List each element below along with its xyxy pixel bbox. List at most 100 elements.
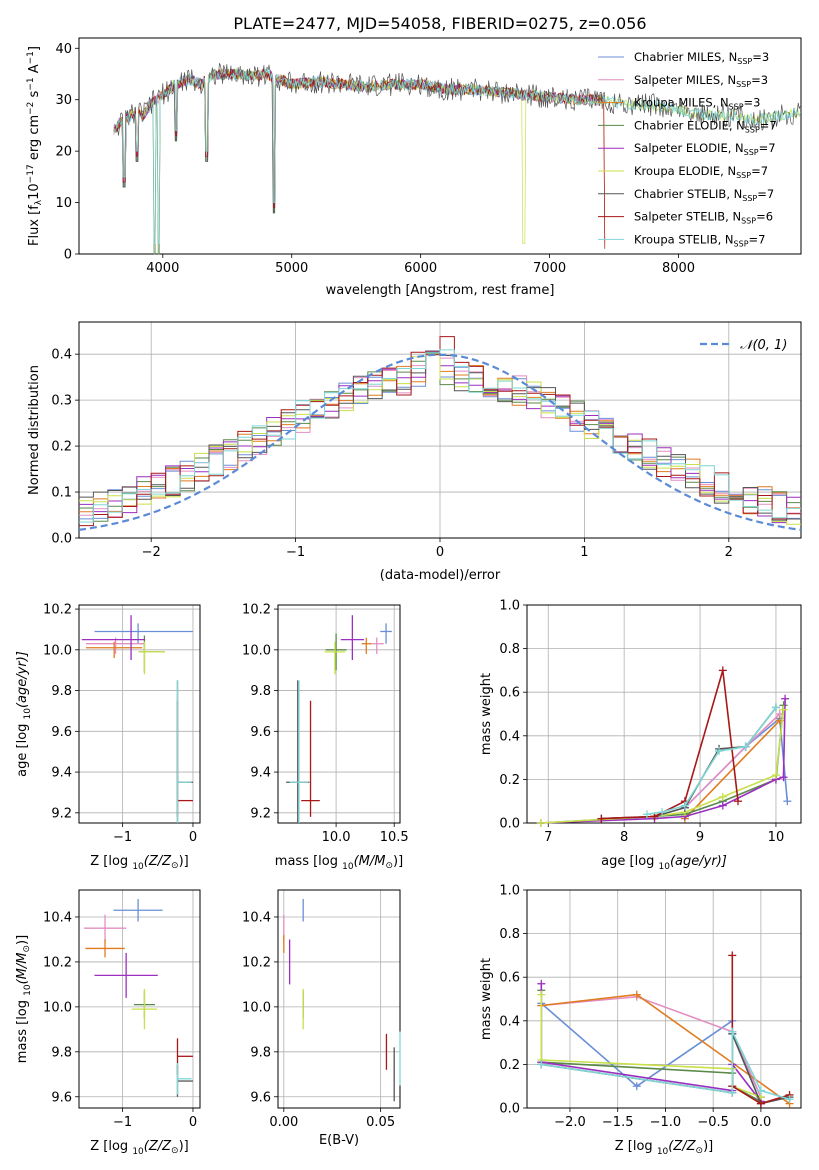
mass_vs_z-panel: −1 0 9.6 9.8 10.0 10.2 10.4 Z [log 10(Z/Z⊙)] mas…	[15, 889, 201, 1157]
y-tick-label: 30	[55, 93, 72, 108]
y-tick-label: 0.6	[499, 971, 520, 986]
y-axis-label: Flux [fλ10−17 erg cm−2 s−1 A−1]	[26, 46, 44, 246]
y-tick-label: 10.0	[242, 1000, 271, 1015]
x-tick-label: 7	[544, 830, 552, 845]
axes-frame	[277, 889, 401, 1109]
age_vs_mass-panel: 10.0 10.5 9.2 9.4 9.6 9.8 10.0 10.2 mass [log 10…	[242, 603, 409, 872]
x-tick-label: 4000	[146, 261, 179, 276]
x-axis-label: mass [log 10(M/M⊙)]	[275, 854, 403, 872]
x-tick-label: 10	[768, 830, 785, 845]
x-tick-label: −2	[142, 545, 161, 560]
y-tick-label: 9.8	[250, 1045, 271, 1060]
legend-entry: Kroupa STELIB, NSSP=7	[634, 232, 765, 248]
histogram-8	[79, 349, 801, 523]
x-tick-label: 8	[620, 830, 628, 845]
legend-entry: Chabrier ELODIE, NSSP=7	[634, 118, 777, 134]
x-tick-label: 1	[580, 545, 588, 560]
figure-title: PLATE=2477, MJD=54058, FIBERID=0275, z=0…	[233, 14, 646, 33]
x-tick-label: −1	[113, 830, 132, 845]
x-tick-label: 6000	[404, 261, 437, 276]
y-tick-label: 9.6	[250, 725, 271, 740]
y-tick-label: 9.6	[51, 725, 72, 740]
y-tick-label: 10.0	[43, 1000, 72, 1015]
x-tick-label: 0.00	[269, 1115, 298, 1130]
legend-entry: Chabrier STELIB, NSSP=7	[634, 187, 774, 203]
weight-line-3	[540, 990, 762, 1103]
y-tick-label: 9.8	[51, 1045, 72, 1060]
y-tick-label: 0.2	[499, 1058, 520, 1073]
x-tick-label: −1.5	[602, 1115, 634, 1130]
y-tick-label: 10	[55, 196, 72, 211]
weight-line-2	[684, 719, 781, 820]
weight-line-1	[541, 995, 762, 1098]
x-tick-label: 0	[436, 545, 444, 560]
y-axis-label: mass [log 10(M/M⊙)]	[15, 935, 33, 1063]
y-axis-label: Normed distribution	[27, 365, 42, 495]
y-tick-label: 9.8	[250, 684, 271, 699]
x-tick-label: 9	[696, 830, 704, 845]
weight-line-5	[540, 709, 785, 824]
spectrum-line-8	[113, 67, 802, 245]
y-tick-label: 1.0	[499, 599, 520, 614]
y-tick-label: 10.2	[242, 955, 271, 970]
y-tick-label: 0.0	[499, 1102, 520, 1117]
x-tick-label: −1.0	[650, 1115, 682, 1130]
y-tick-label: 9.2	[250, 806, 271, 821]
axes-frame	[277, 604, 401, 824]
legend-entry: 𝒩(0, 1)	[740, 338, 787, 353]
x-axis-label: wavelength [Angstrom, rest frame]	[326, 283, 555, 298]
x-axis-label: age [log 10(age/yr)]	[601, 854, 727, 872]
x-axis-label: Z [log 10(Z/Z⊙)]	[90, 1139, 188, 1157]
weight-line-3	[540, 705, 785, 824]
x-tick-label: −2.0	[554, 1115, 586, 1130]
x-tick-label: 10.5	[380, 830, 409, 845]
y-axis-label: mass weight	[479, 958, 494, 1040]
x-tick-label: 0	[189, 1115, 197, 1130]
weight-line-4	[540, 698, 786, 824]
y-tick-label: 0.0	[499, 817, 520, 832]
weight-line-0	[540, 1002, 762, 1098]
y-tick-label: 0	[64, 248, 72, 263]
x-tick-label: 8000	[662, 261, 695, 276]
spectrum-panel: 4000 5000 6000 7000 8000 0 10 20 30 40 wavelength …	[26, 37, 802, 298]
x-tick-label: 7000	[533, 261, 566, 276]
y-tick-label: 10.2	[242, 603, 271, 618]
x-axis-label: (data-model)/error	[380, 568, 501, 583]
y-tick-label: 0.2	[51, 440, 72, 455]
x-axis-label: Z [log 10(Z/Z⊙)]	[615, 1139, 713, 1157]
y-tick-label: 40	[55, 42, 72, 57]
y-tick-label: 9.8	[51, 684, 72, 699]
y-tick-label: 1.0	[499, 884, 520, 899]
y-tick-label: 0.8	[499, 927, 520, 942]
weight_vs_z-panel: −2.0 −1.5 −1.0 −0.5 0.0 0.0 0.2 0.4 0.6 0.8 1.0 Z […	[479, 884, 802, 1157]
legend-entry: Salpeter MILES, NSSP=3	[634, 73, 768, 89]
y-tick-label: 0.6	[499, 686, 520, 701]
y-tick-label: 0.4	[499, 729, 520, 744]
y-tick-label: 20	[55, 145, 72, 160]
axes-frame	[78, 889, 201, 1109]
legend-entry: Kroupa ELODIE, NSSP=7	[634, 164, 768, 180]
x-tick-label: 0.05	[366, 1115, 395, 1130]
weight-line-6	[601, 707, 777, 820]
x-axis-label: Z [log 10(Z/Z⊙)]	[90, 854, 188, 872]
axes-frame	[78, 604, 201, 824]
y-tick-label: 0.0	[51, 532, 72, 547]
y-tick-label: 10.4	[242, 910, 271, 925]
y-tick-label: 0.8	[499, 642, 520, 657]
weight-line-5	[540, 994, 762, 1098]
legend-entry: Salpeter ELODIE, NSSP=7	[634, 141, 776, 157]
y-tick-label: 0.3	[51, 394, 72, 409]
x-axis-label: E(B-V)	[319, 1133, 359, 1148]
y-tick-label: 9.2	[51, 806, 72, 821]
y-axis-label: mass weight	[479, 673, 494, 755]
histogram-7	[79, 336, 801, 527]
x-tick-label: 2	[725, 545, 733, 560]
weight-line-7	[731, 955, 790, 1105]
axes-frame	[526, 889, 802, 1109]
y-tick-label: 9.4	[51, 766, 72, 781]
y-tick-label: 0.1	[51, 486, 72, 501]
y-tick-label: 9.6	[51, 1090, 72, 1105]
x-tick-label: 0	[189, 830, 197, 845]
y-tick-label: 0.4	[499, 1014, 520, 1029]
